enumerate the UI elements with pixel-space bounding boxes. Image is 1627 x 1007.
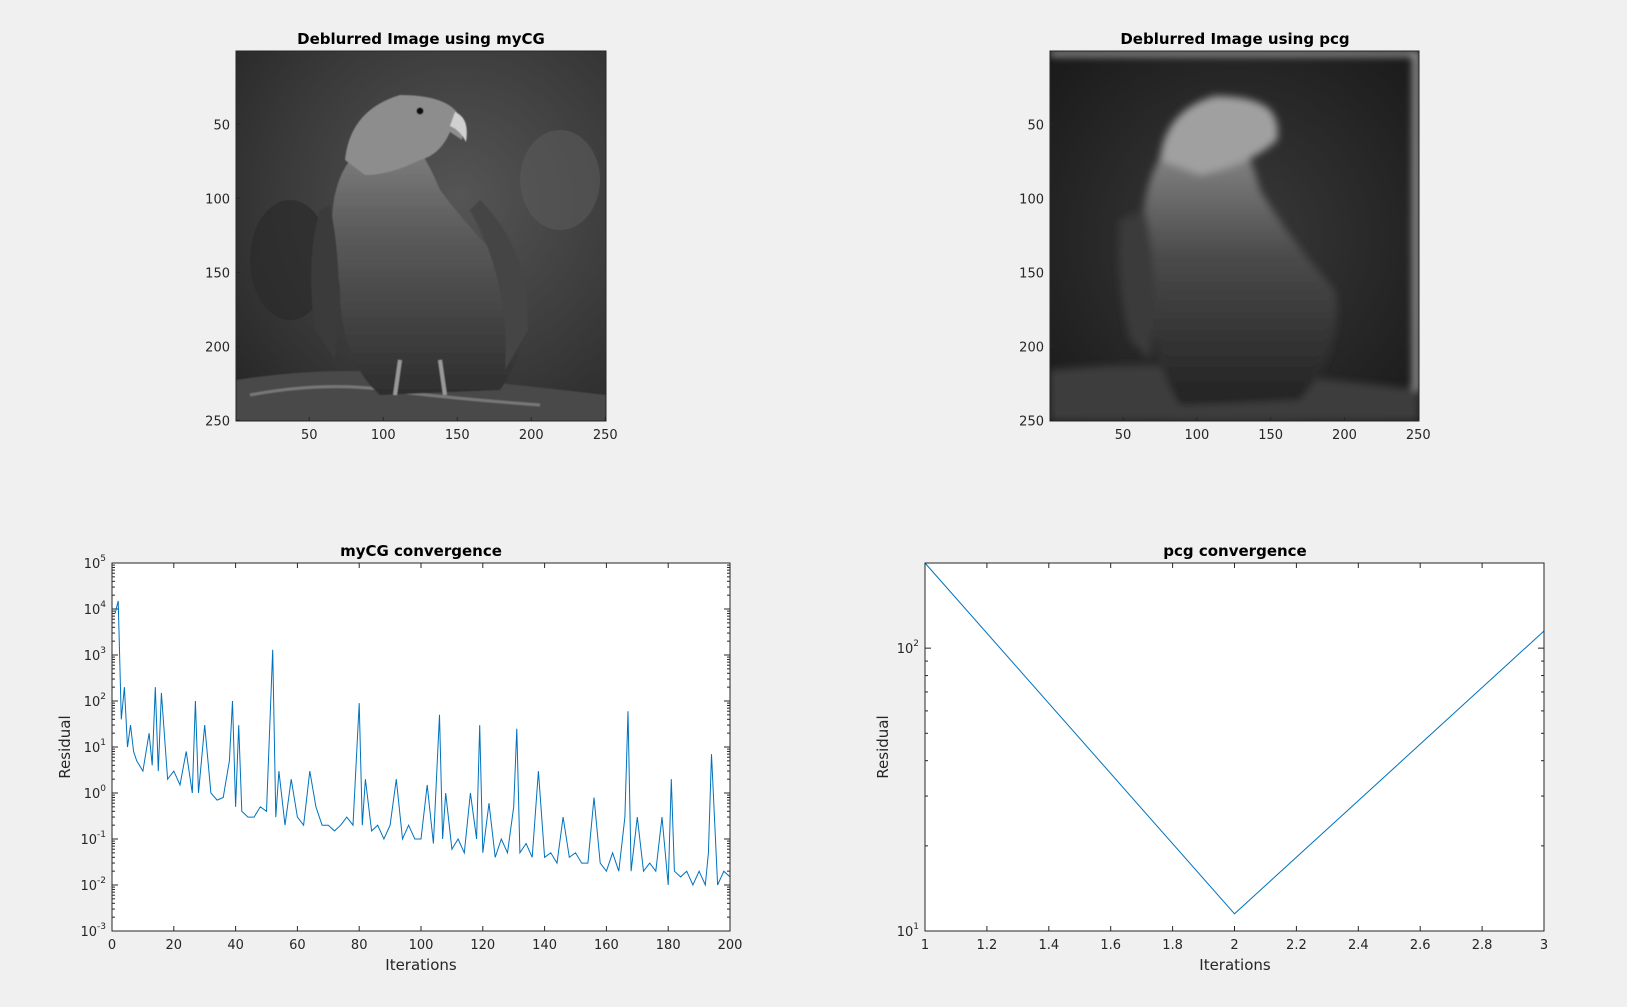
x-tick-label: 1.2 [977,938,998,953]
x-tick-label: 3 [1540,938,1548,953]
y-tick-label: 100 [1019,192,1044,207]
x-tick-label: 200 [718,938,743,953]
x-tick-label: 2.4 [1348,938,1369,953]
x-tick-label: 180 [656,938,681,953]
y-tick-label: 101 [897,922,919,940]
y-tick-label: 105 [84,554,106,572]
y-tick-label: 150 [205,266,230,281]
pcg-ylabel: Residual [874,715,892,778]
mycg-plot-background [112,563,730,931]
x-tick-label: 120 [470,938,495,953]
x-tick-label: 200 [519,428,544,443]
x-tick-label: 2.6 [1410,938,1431,953]
x-tick-label: 1.6 [1100,938,1121,953]
x-tick-label: 250 [593,428,618,443]
x-tick-label: 2.8 [1472,938,1493,953]
mycg-image-title: Deblurred Image using myCG [297,30,545,48]
x-tick-label: 40 [227,938,244,953]
pcg-axes-ticks: 1 1.2 1.4 1.6 1.8 2 2.2 2.4 2.6 2.8 3 101 102 [897,562,1548,953]
pcg-image-axes-box [1049,50,1420,422]
mycg-image-ticks: 50 100 150 200 250 50 100 150 200 250 [205,118,618,443]
x-tick-label: 1.8 [1162,938,1183,953]
x-tick-label: 150 [445,428,470,443]
y-tick-label: 100 [205,192,230,207]
mycg-convergence-panel: myCG convergence 0 20 40 60 80 100 120 140 160 18… [56,542,742,974]
pcg-residual-series [924,562,1545,915]
x-tick-label: 2 [1230,938,1238,953]
y-tick-label: 250 [1019,414,1044,429]
x-tick-label: 100 [409,938,434,953]
pcg-convergence-title: pcg convergence [1163,542,1306,560]
pcg-plot-background [925,563,1544,931]
y-tick-label: 50 [1027,118,1044,133]
pcg-eagle-image [1050,51,1419,421]
y-tick-label: 102 [897,639,919,657]
mycg-plot-frame [111,562,731,932]
y-tick-label: 10-3 [80,922,106,940]
y-tick-label: 10-1 [80,830,106,848]
y-tick-label: 101 [84,738,106,756]
y-tick-label: 100 [84,784,107,802]
y-tick-label: 102 [84,692,106,710]
x-tick-label: 60 [289,938,306,953]
x-tick-label: 200 [1332,428,1357,443]
mycg-image-axes-box [235,50,607,422]
x-tick-label: 1.4 [1038,938,1059,953]
pcg-image-title: Deblurred Image using pcg [1120,30,1349,48]
pcg-image-panel: Deblurred Image using pcg 50 100 150 200 250… [1019,30,1431,443]
x-tick-label: 50 [301,428,318,443]
pcg-xlabel: Iterations [1199,956,1271,974]
y-tick-label: 10-2 [80,876,106,894]
y-tick-label: 200 [205,340,230,355]
pcg-image-ticks: 50 100 150 200 250 50 100 150 200 250 [1019,118,1431,443]
mycg-xlabel: Iterations [385,956,457,974]
x-tick-label: 80 [351,938,368,953]
x-tick-label: 20 [166,938,183,953]
y-tick-label: 200 [1019,340,1044,355]
mycg-residual-series [114,600,731,887]
x-tick-label: 150 [1258,428,1283,443]
mycg-image-panel: Deblurred Image using myCG 50 100 150 200 25… [205,30,618,443]
x-tick-label: 50 [1115,428,1132,443]
pcg-plot-frame [924,562,1545,932]
mycg-convergence-title: myCG convergence [340,542,502,560]
x-tick-label: 1 [921,938,929,953]
mycg-ylabel: Residual [56,715,74,778]
y-tick-label: 150 [1019,266,1044,281]
mycg-eagle-image [236,51,606,421]
x-tick-label: 100 [1184,428,1209,443]
x-tick-label: 140 [532,938,557,953]
y-tick-label: 50 [213,118,230,133]
x-tick-label: 2.2 [1286,938,1307,953]
x-tick-label: 160 [594,938,619,953]
y-tick-label: 104 [84,600,107,618]
y-tick-label: 250 [205,414,230,429]
x-tick-label: 250 [1406,428,1431,443]
pcg-convergence-panel: pcg convergence 1 1.2 1.4 1.6 1.8 2 2.2 2.4 2.6 2… [874,542,1548,974]
x-tick-label: 100 [371,428,396,443]
y-tick-label: 103 [84,646,106,664]
x-tick-label: 0 [108,938,116,953]
